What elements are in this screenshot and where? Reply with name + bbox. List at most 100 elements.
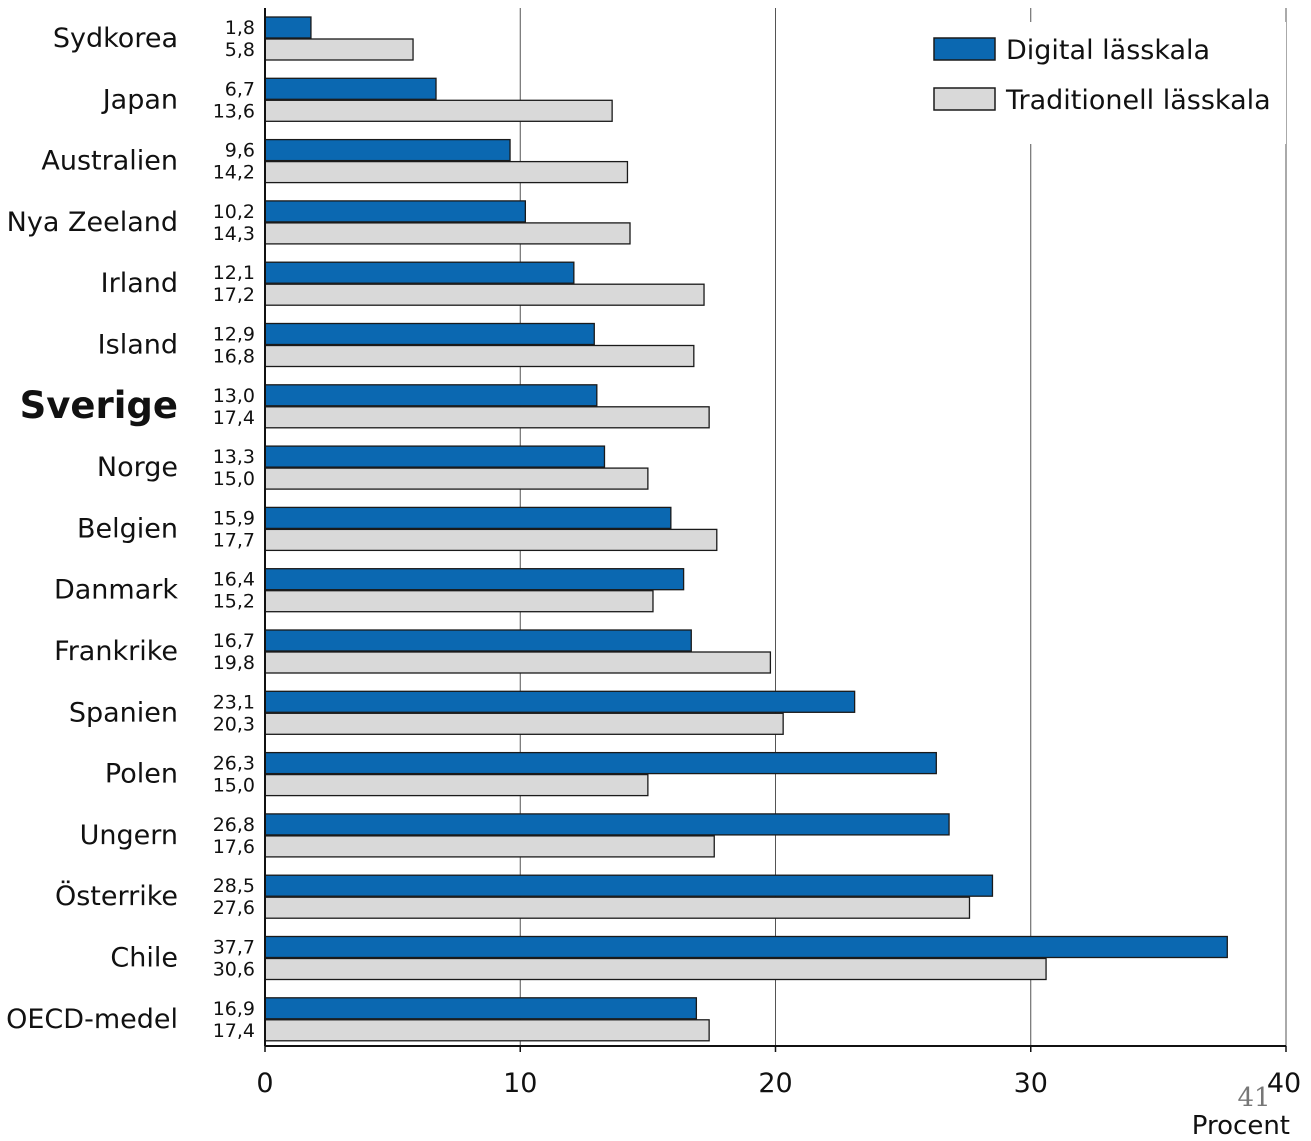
x-tick-label: 30 [1014, 1068, 1048, 1099]
bar [264, 467, 649, 490]
value-label: 13,6 [213, 100, 255, 122]
category-label: Frankrike [54, 636, 178, 667]
legend-swatch [933, 87, 996, 111]
bar [264, 99, 613, 122]
category-label: Polen [105, 759, 178, 790]
bar [264, 773, 649, 797]
bar [264, 384, 598, 407]
value-labels: 1,85,8 6,713,6 9,614,2 10,214,3 12,117,2 12,9… [213, 17, 255, 1042]
bars [264, 16, 1228, 1042]
value-label: 12,1 [213, 262, 255, 284]
bar [264, 261, 575, 284]
category-labels: Sydkorea Japan Australien Nya Zeeland Irland… [6, 23, 178, 1035]
bar [264, 138, 511, 162]
value-label: 27,6 [213, 897, 255, 919]
bar [264, 629, 692, 652]
bar [264, 528, 718, 552]
value-label: 10,2 [213, 201, 255, 223]
bar [264, 957, 1047, 981]
bar [264, 222, 631, 245]
category-label: Japan [101, 84, 178, 115]
bar [264, 896, 971, 919]
value-label: 15,9 [213, 507, 255, 529]
bar [264, 935, 1228, 959]
category-label: Spanien [69, 697, 178, 728]
value-label: 16,9 [213, 998, 255, 1020]
bar [264, 445, 606, 468]
category-label: Australien [41, 146, 178, 177]
x-tick-label: 0 [256, 1068, 273, 1099]
bar [264, 813, 950, 836]
category-label: Belgien [77, 513, 178, 544]
bar [264, 16, 312, 39]
category-label: Ungern [80, 820, 178, 851]
bar [264, 160, 629, 184]
bar [264, 200, 527, 223]
bar [264, 344, 695, 368]
value-label: 30,6 [213, 959, 255, 981]
bar [264, 1019, 710, 1042]
bar [264, 506, 672, 530]
value-label: 17,4 [213, 407, 255, 429]
bar [264, 568, 685, 591]
bar [264, 38, 414, 61]
value-label: 20,3 [213, 713, 255, 735]
value-label: 16,7 [213, 630, 255, 652]
value-label: 6,7 [225, 78, 255, 100]
legend: Digital lässkala Traditionell lässkala [910, 22, 1286, 144]
x-tick-label: 20 [758, 1068, 792, 1099]
legend-label: Digital lässkala [1006, 35, 1210, 66]
bar [264, 406, 710, 429]
category-label: Österrike [55, 880, 178, 912]
value-label: 15,0 [213, 775, 255, 797]
value-label: 14,3 [213, 223, 255, 245]
value-label: 12,9 [213, 324, 255, 346]
bar [264, 77, 437, 100]
value-label: 17,6 [213, 836, 255, 858]
bar [264, 835, 715, 858]
bar [264, 283, 705, 306]
category-label: OECD-medel [6, 1004, 178, 1035]
category-label: Sverige [20, 384, 178, 427]
category-label: Sydkorea [53, 23, 178, 54]
value-label: 26,8 [213, 814, 255, 836]
value-label: 16,4 [213, 569, 255, 591]
bar [264, 874, 994, 897]
category-label: Nya Zeeland [7, 207, 178, 238]
x-tick-label: 40 [1267, 1068, 1301, 1099]
category-label: Island [98, 330, 178, 361]
category-label: Chile [110, 943, 178, 974]
value-label: 28,5 [213, 875, 255, 897]
value-label: 14,2 [213, 162, 255, 184]
page-number: 41 [1237, 1083, 1270, 1113]
category-label: Norge [97, 452, 178, 483]
x-tick-labels: 0 10 20 30 40 [256, 1068, 1301, 1099]
value-label: 15,2 [213, 591, 255, 613]
value-label: 26,3 [213, 753, 255, 775]
value-label: 9,6 [225, 140, 255, 162]
bar [264, 322, 595, 346]
x-tick-label: 10 [503, 1068, 537, 1099]
value-label: 15,0 [213, 468, 255, 490]
bar [264, 690, 856, 713]
legend-label: Traditionell lässkala [1005, 85, 1271, 116]
bar [264, 997, 698, 1020]
value-label: 1,8 [225, 17, 255, 39]
legend-swatch [933, 37, 996, 61]
value-label: 23,1 [213, 691, 255, 713]
bar [264, 751, 937, 775]
value-label: 17,2 [213, 284, 255, 306]
axes [264, 8, 1287, 1052]
x-axis-title: Procent [1192, 1111, 1290, 1141]
value-label: 17,7 [213, 529, 255, 551]
bar [264, 590, 654, 613]
value-label: 19,8 [213, 652, 255, 674]
value-label: 16,8 [213, 346, 255, 368]
value-label: 37,7 [213, 937, 255, 959]
bar [264, 712, 784, 735]
value-label: 13,3 [213, 446, 255, 468]
bar [264, 651, 772, 674]
category-label: Danmark [54, 575, 178, 606]
category-label: Irland [101, 268, 178, 299]
